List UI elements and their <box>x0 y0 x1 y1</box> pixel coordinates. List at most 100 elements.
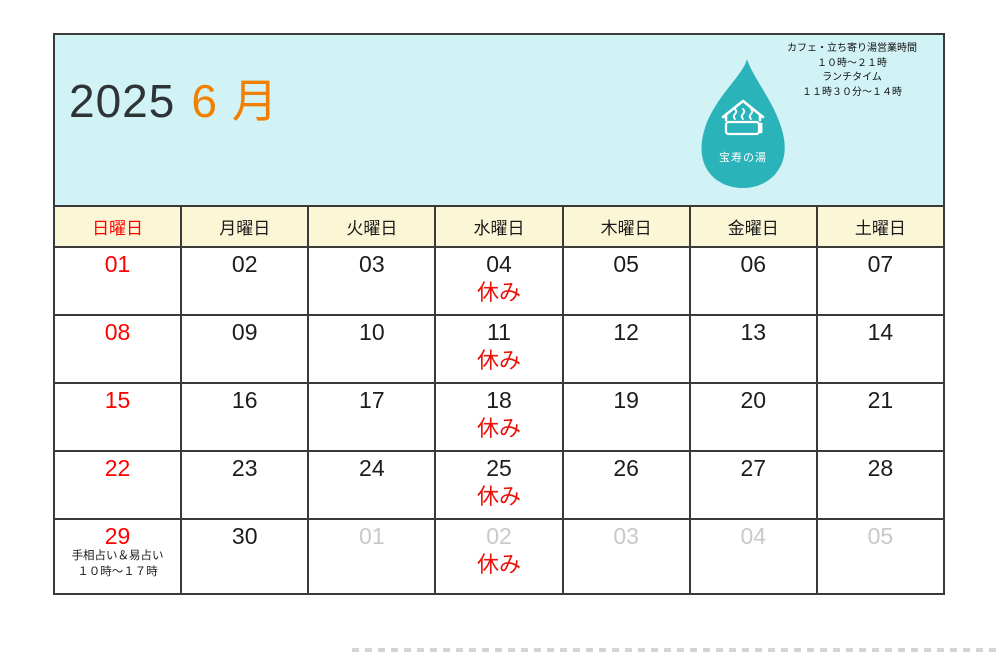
date-number: 02 <box>231 251 258 277</box>
date-number: 08 <box>104 319 131 345</box>
date-number: 10 <box>359 319 385 345</box>
date-number: 06 <box>740 251 767 277</box>
date-cell: 18 休み <box>434 382 564 452</box>
date-number: 12 <box>613 319 639 345</box>
date-number: 20 <box>740 387 767 413</box>
closed-label: 休み <box>476 552 521 578</box>
weekday-header-thursday: 木曜日 <box>561 205 691 248</box>
date-number: 14 <box>867 319 894 345</box>
date-cell: 01 <box>307 518 437 595</box>
date-cell: 06 <box>688 246 818 316</box>
date-cell: 11 休み <box>434 314 564 384</box>
date-cell: 30 <box>180 518 310 595</box>
date-cell: 21 <box>815 382 946 452</box>
hours-note-line: カフェ・立ち寄り湯営業時間 <box>787 43 917 54</box>
date-number: 27 <box>740 455 767 481</box>
date-cell: 04 <box>688 518 818 595</box>
calendar-body: 01 02 03 04 休み 05 06 07 08 09 10 11 休み 12 13 14 15 16 17 18… <box>52 246 946 595</box>
onsen-house-icon <box>721 99 765 136</box>
event-note: 手相占い＆易占い <box>71 550 164 563</box>
date-cell: 02 休み <box>434 518 564 595</box>
weekday-header-sunday: 日曜日 <box>52 205 183 248</box>
date-number: 04 <box>486 251 512 277</box>
weekday-header-wednesday: 水曜日 <box>434 205 564 248</box>
date-cell: 12 <box>561 314 691 384</box>
date-cell: 09 <box>180 314 310 384</box>
date-cell: 03 <box>307 246 437 316</box>
date-cell: 02 <box>180 246 310 316</box>
closed-label: 休み <box>476 348 521 374</box>
waterdrop-logo: 宝寿の湯 <box>695 57 791 190</box>
date-number: 16 <box>231 387 258 413</box>
date-number: 01 <box>359 523 385 549</box>
date-number: 30 <box>231 523 258 549</box>
date-cell: 07 <box>815 246 946 316</box>
date-cell: 19 <box>561 382 691 452</box>
closed-label: 休み <box>476 484 521 510</box>
date-cell: 24 <box>307 450 437 520</box>
date-number: 26 <box>613 455 639 481</box>
date-number: 09 <box>231 319 258 345</box>
date-number: 18 <box>486 387 512 413</box>
date-cell: 15 <box>52 382 183 452</box>
date-cell: 05 <box>815 518 946 595</box>
logo-text: 宝寿の湯 <box>719 152 767 164</box>
weekday-header-friday: 金曜日 <box>688 205 818 248</box>
date-number: 01 <box>104 251 131 277</box>
date-number: 22 <box>104 455 131 481</box>
weekday-header-tuesday: 火曜日 <box>307 205 437 248</box>
date-cell: 03 <box>561 518 691 595</box>
date-number: 24 <box>359 455 385 481</box>
hours-note-line: ランチタイム <box>822 72 882 83</box>
calendar-week-row: 08 09 10 11 休み 12 13 14 <box>52 314 946 384</box>
title-month: 6 月 <box>191 75 279 127</box>
date-number: 17 <box>359 387 385 413</box>
date-cell: 29 手相占い＆易占い １０時～１７時 <box>52 518 183 595</box>
date-number: 05 <box>613 251 639 277</box>
calendar-week-row: 22 23 24 25 休み 26 27 28 <box>52 450 946 520</box>
calendar-week-row: 15 16 17 18 休み 19 20 21 <box>52 382 946 452</box>
hours-note-line: １０時～２１時 <box>817 57 887 69</box>
closed-label: 休み <box>476 280 521 306</box>
date-number: 03 <box>359 251 385 277</box>
date-number: 04 <box>740 523 767 549</box>
date-number: 25 <box>486 455 512 481</box>
date-cell: 22 <box>52 450 183 520</box>
calendar-week-row: 29 手相占い＆易占い １０時～１７時 30 01 02 休み 03 04 05 <box>52 518 946 595</box>
date-number: 19 <box>613 387 639 413</box>
date-cell: 10 <box>307 314 437 384</box>
date-cell: 20 <box>688 382 818 452</box>
date-cell: 25 休み <box>434 450 564 520</box>
date-number: 11 <box>487 319 511 345</box>
date-number: 13 <box>740 319 767 345</box>
calendar-container: 2025 6 月 カフェ・立ち寄り湯営業時間 １０時～２１時 ランチタイム １１時… <box>52 33 946 595</box>
calendar-week-row: 01 02 03 04 休み 05 06 07 <box>52 246 946 316</box>
business-hours-note: カフェ・立ち寄り湯営業時間 １０時～２１時 ランチタイム １１時３０分～１４時 <box>767 42 937 100</box>
page-title: 2025 6 月 <box>69 65 279 131</box>
weekday-header-row: 日曜日 月曜日 火曜日 水曜日 木曜日 金曜日 土曜日 <box>52 205 946 248</box>
closed-label: 休み <box>476 416 521 442</box>
calendar-table: 日曜日 月曜日 火曜日 水曜日 木曜日 金曜日 土曜日 01 02 03 04 休み 05… <box>52 205 946 595</box>
date-number: 21 <box>867 387 894 413</box>
date-number: 15 <box>104 387 131 413</box>
date-cell: 16 <box>180 382 310 452</box>
weekday-header-saturday: 土曜日 <box>815 205 946 248</box>
calendar-header: 2025 6 月 カフェ・立ち寄り湯営業時間 １０時～２１時 ランチタイム １１時… <box>53 33 945 205</box>
date-cell: 28 <box>815 450 946 520</box>
weekday-header-monday: 月曜日 <box>180 205 310 248</box>
date-cell: 23 <box>180 450 310 520</box>
date-number: 02 <box>486 523 512 549</box>
cut-off-text-artifact <box>352 648 1000 652</box>
date-cell: 13 <box>688 314 818 384</box>
date-number: 23 <box>231 455 258 481</box>
date-cell: 17 <box>307 382 437 452</box>
date-number: 07 <box>867 251 894 277</box>
date-number: 03 <box>613 523 639 549</box>
event-note: １０時～１７時 <box>77 565 158 578</box>
date-number: 28 <box>867 455 894 481</box>
date-cell: 27 <box>688 450 818 520</box>
title-year: 2025 <box>69 75 176 127</box>
waterdrop-shape <box>701 59 785 188</box>
date-number: 29 <box>104 523 131 549</box>
